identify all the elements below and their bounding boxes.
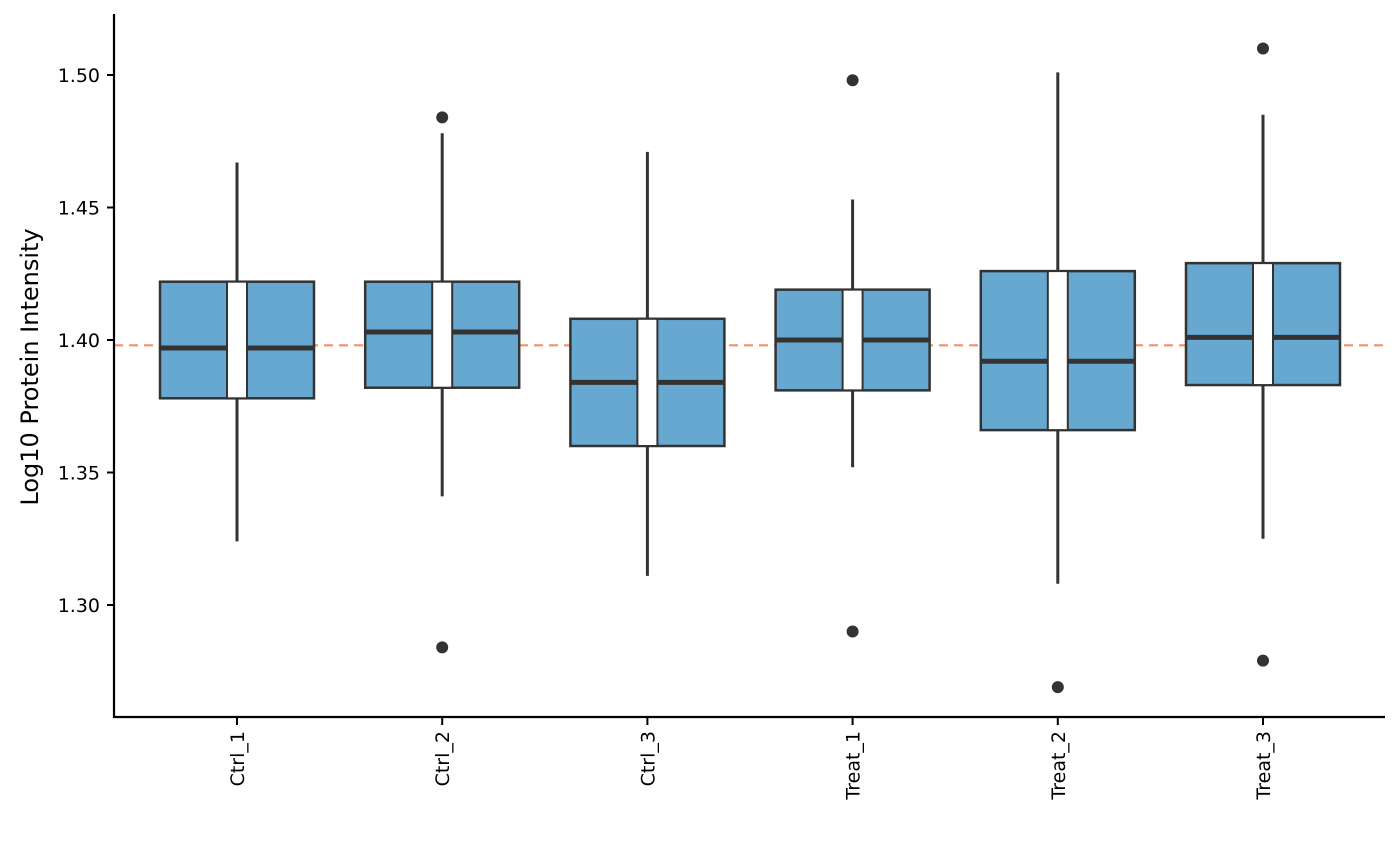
y-tick-label: 1.35 (58, 463, 100, 485)
inner-box (226, 280, 248, 400)
outlier-point (1257, 654, 1269, 667)
x-tick-label: Ctrl_1 (227, 731, 249, 786)
x-tick-label: Ctrl_2 (432, 731, 454, 786)
outlier-point (846, 74, 859, 87)
box-Ctrl_1 (158, 162, 316, 542)
box-Ctrl_3 (569, 151, 726, 576)
outlier-point (436, 111, 449, 124)
y-axis-title: Log10 Protein Intensity (16, 228, 44, 505)
x-tick-label: Treat_3 (1253, 731, 1275, 801)
box-Ctrl_2 (363, 111, 521, 654)
outlier-point (846, 625, 859, 638)
outlier-point (1051, 681, 1064, 694)
inner-box (1252, 262, 1274, 387)
x-tick-label: Treat_2 (1048, 731, 1070, 801)
axes-layer: 1.30 1.35 1.40 1.45 1.50 Ctrl_1 Ctrl_2 Ctrl_3 Tr… (58, 14, 1385, 801)
box-Treat_2 (979, 72, 1137, 694)
box-Treat_1 (774, 74, 931, 638)
boxes-layer (158, 42, 1342, 694)
x-tick-label: Ctrl_3 (637, 731, 659, 786)
y-tick-label: 1.45 (58, 198, 100, 220)
y-tick-label: 1.50 (58, 65, 100, 87)
inner-box (1046, 270, 1069, 432)
outlier-point (436, 641, 449, 654)
inner-box (636, 317, 659, 447)
outlier-point (1257, 42, 1269, 55)
inner-box (841, 288, 864, 392)
x-tick-label: Treat_1 (843, 731, 865, 801)
box-Treat_3 (1184, 42, 1342, 667)
y-tick-label: 1.40 (58, 330, 100, 352)
y-tick-label: 1.30 (58, 595, 100, 617)
inner-box (431, 280, 454, 389)
